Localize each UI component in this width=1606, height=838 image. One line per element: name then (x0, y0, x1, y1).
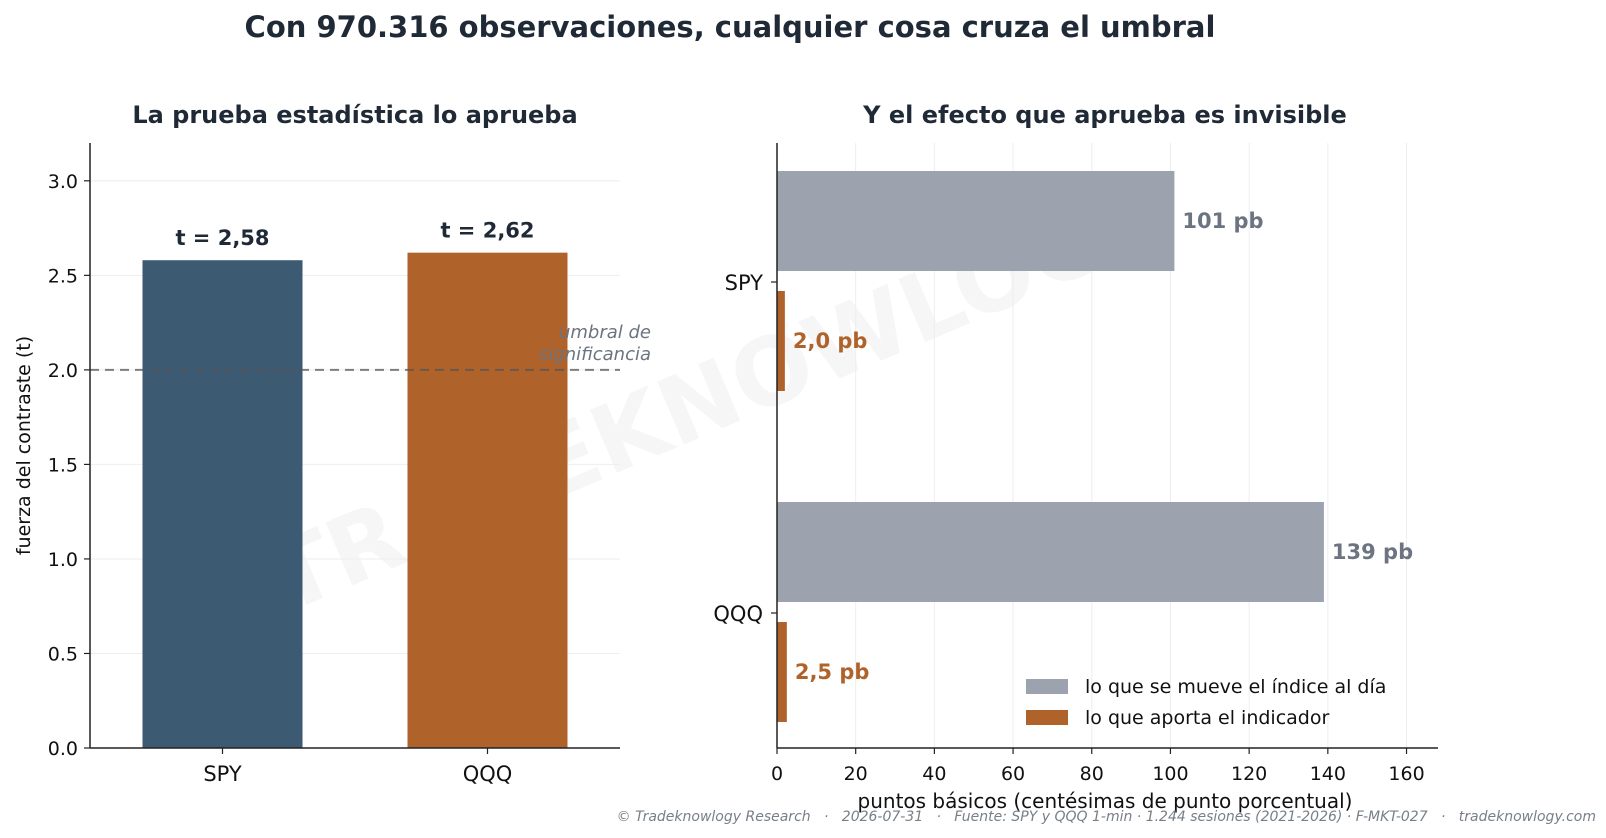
x-tick-label: 20 (844, 763, 868, 785)
y-tick-label: 0.0 (48, 738, 78, 760)
legend-swatch (1026, 679, 1068, 694)
x-tick-label: 120 (1231, 763, 1267, 785)
y-tick-label: QQQ (713, 602, 763, 626)
y-axis-label: fuerza del contraste (t) (13, 336, 35, 555)
bar-qqq-series-1 (777, 502, 1324, 602)
t-statistic-chart: 0.0 0.5 1.0 1.5 2.0 2.5 3.0 t = 2,58 SPY t = 2,62… (13, 101, 651, 786)
bar-value-label: t = 2,58 (175, 226, 269, 250)
legend-swatch (1026, 710, 1068, 725)
y-tick-label: SPY (725, 271, 764, 295)
bar-value-label: 101 pb (1182, 209, 1263, 233)
y-tick-label: 1.0 (48, 549, 78, 571)
bar-qqq-series-2 (777, 622, 787, 722)
y-tick-label: 2.0 (48, 360, 78, 382)
y-tick-label: 3.0 (48, 171, 78, 193)
threshold-label: significancia (539, 344, 651, 365)
effect-size-chart: 0 20 40 60 80 100 120 140 160 101 pb 2,0 pb SPY 139 … (713, 101, 1438, 813)
threshold-label: umbral de (559, 322, 651, 343)
y-tick-label: 1.5 (48, 454, 78, 476)
x-tick-label: SPY (203, 762, 242, 786)
y-tick-label: 2.5 (48, 265, 78, 287)
x-axis-label: puntos básicos (centésimas de punto porc… (858, 789, 1353, 813)
x-tick-label: 60 (1001, 763, 1025, 785)
bar-value-label: 139 pb (1332, 540, 1413, 564)
chart-title: La prueba estadística lo aprueba (132, 101, 577, 129)
bar-value-label: t = 2,62 (440, 219, 534, 243)
bar-qqq (407, 252, 568, 748)
x-tick-label: 160 (1388, 763, 1424, 785)
legend-label: lo que se mueve el índice al día (1085, 676, 1386, 698)
bar-spy (142, 260, 303, 748)
legend: lo que se mueve el índice al día lo que a… (1026, 676, 1386, 729)
bar-value-label: 2,5 pb (795, 660, 870, 684)
x-tick-label: 0 (771, 763, 783, 785)
x-tick-label: 40 (922, 763, 946, 785)
bar-spy-series-1 (777, 171, 1175, 271)
chart-title: Y el efecto que aprueba es invisible (862, 101, 1347, 129)
x-tick-label: QQQ (463, 762, 513, 786)
x-tick-label: 100 (1152, 763, 1188, 785)
legend-label: lo que aporta el indicador (1085, 707, 1329, 729)
bar-spy-series-2 (777, 291, 785, 391)
y-tick-label: 0.5 (48, 643, 78, 665)
footer-credits: © Tradeknowlogy Research · 2026-07-31 · … (616, 809, 1596, 825)
bar-value-label: 2,0 pb (793, 329, 868, 353)
x-tick-label: 80 (1080, 763, 1104, 785)
x-tick-label: 140 (1310, 763, 1346, 785)
figure-title: Con 970.316 observaciones, cualquier cos… (244, 10, 1216, 44)
